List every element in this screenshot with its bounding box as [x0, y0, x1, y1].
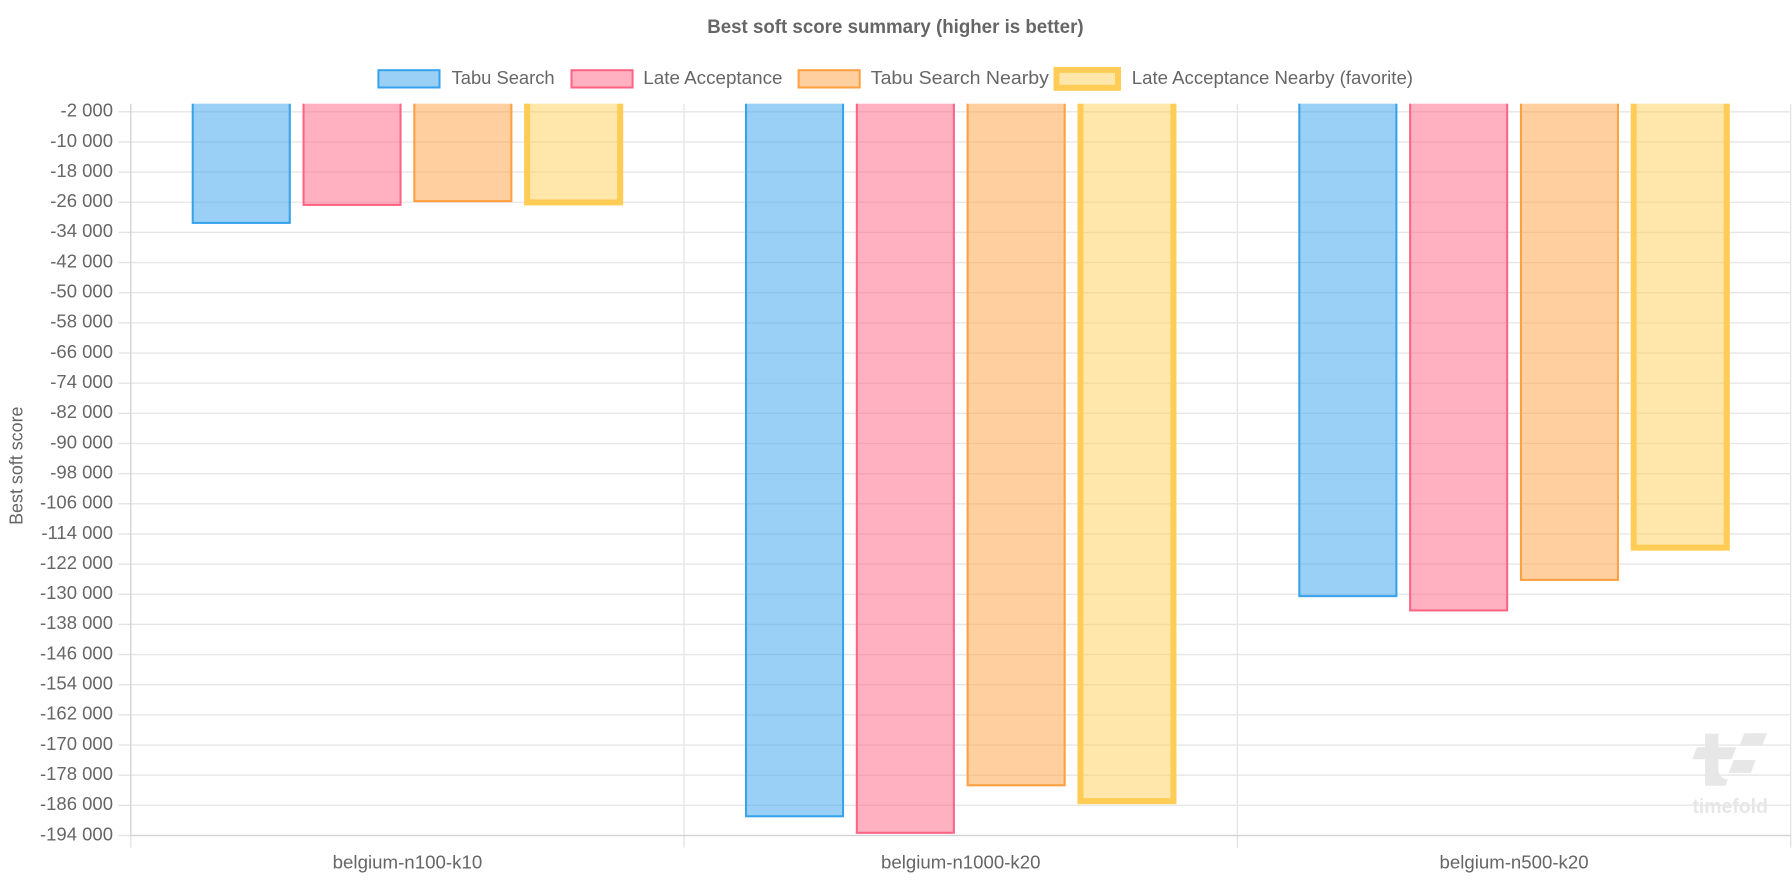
- svg-text:-26 000: -26 000: [50, 190, 113, 211]
- svg-text:-146 000: -146 000: [40, 642, 113, 663]
- svg-text:-18 000: -18 000: [50, 160, 113, 181]
- svg-text:Best soft score: Best soft score: [6, 407, 27, 525]
- svg-text:-42 000: -42 000: [50, 250, 113, 271]
- svg-text:-34 000: -34 000: [50, 220, 113, 241]
- svg-text:-50 000: -50 000: [50, 281, 113, 302]
- svg-text:-10 000: -10 000: [50, 130, 113, 151]
- svg-text:-138 000: -138 000: [40, 612, 113, 633]
- svg-text:-58 000: -58 000: [50, 311, 113, 332]
- svg-text:timefold: timefold: [1692, 795, 1768, 818]
- svg-text:Tabu Search Nearby: Tabu Search Nearby: [871, 67, 1050, 88]
- svg-text:-194 000: -194 000: [40, 823, 113, 844]
- svg-text:-66 000: -66 000: [50, 341, 113, 362]
- svg-text:Tabu Search: Tabu Search: [452, 67, 555, 88]
- svg-text:-114 000: -114 000: [41, 522, 113, 543]
- svg-text:-186 000: -186 000: [40, 793, 113, 814]
- svg-text:-130 000: -130 000: [40, 582, 113, 603]
- svg-text:Late Acceptance: Late Acceptance: [643, 67, 782, 88]
- svg-text:-98 000: -98 000: [50, 461, 113, 482]
- svg-text:-170 000: -170 000: [40, 733, 113, 754]
- svg-text:-74 000: -74 000: [50, 371, 113, 392]
- svg-text:belgium-n100-k10: belgium-n100-k10: [333, 852, 483, 873]
- svg-text:belgium-n500-k20: belgium-n500-k20: [1440, 852, 1589, 873]
- svg-text:Best soft score summary (highe: Best soft score summary (higher is bette…: [707, 17, 1083, 38]
- svg-text:-2 000: -2 000: [61, 100, 113, 121]
- svg-text:-106 000: -106 000: [40, 492, 113, 513]
- svg-text:Late Acceptance Nearby (favori: Late Acceptance Nearby (favorite): [1132, 67, 1413, 88]
- svg-text:-178 000: -178 000: [40, 763, 113, 784]
- svg-text:-82 000: -82 000: [50, 401, 113, 422]
- svg-text:-154 000: -154 000: [40, 673, 113, 694]
- svg-text:-162 000: -162 000: [40, 703, 113, 724]
- svg-text:-90 000: -90 000: [50, 431, 113, 452]
- svg-text:belgium-n1000-k20: belgium-n1000-k20: [881, 852, 1040, 873]
- svg-text:-122 000: -122 000: [40, 552, 113, 573]
